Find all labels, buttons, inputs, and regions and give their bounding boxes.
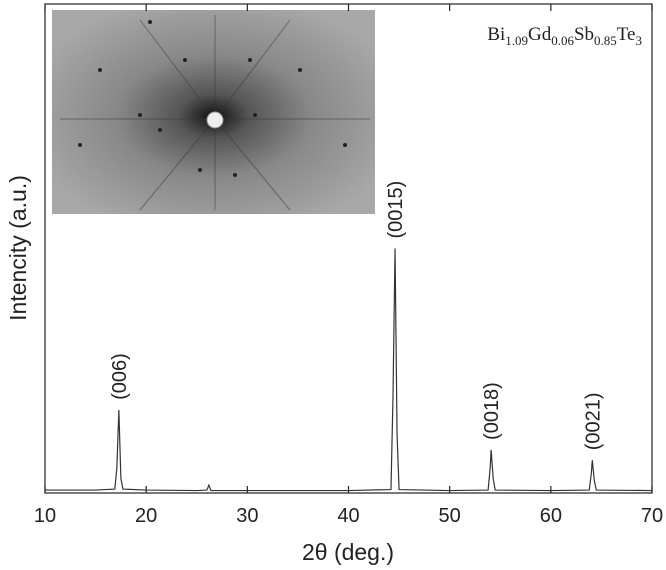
sample-element: Gd bbox=[528, 24, 552, 45]
sample-element: Bi bbox=[487, 24, 505, 45]
x-tick-label: 10 bbox=[34, 505, 56, 527]
xrd-line bbox=[45, 248, 653, 492]
y-axis-title: Intencity (a.u.) bbox=[5, 175, 31, 321]
x-tick-label: 50 bbox=[439, 505, 461, 527]
x-tick-label: 20 bbox=[135, 505, 157, 527]
peak-label: (0021) bbox=[582, 392, 604, 450]
x-tick-label: 40 bbox=[337, 505, 359, 527]
x-tick-label: 60 bbox=[540, 505, 562, 527]
laue-inset bbox=[52, 10, 375, 214]
sample-subscript: 3 bbox=[636, 33, 643, 48]
peak-label: (0018) bbox=[481, 382, 503, 440]
x-axis-title: 2θ (deg.) bbox=[302, 539, 394, 565]
sample-subscript: 0.85 bbox=[594, 33, 617, 48]
sample-subscript: 0.06 bbox=[551, 33, 574, 48]
sample-subscript: 1.09 bbox=[505, 33, 528, 48]
peak-label: (0015) bbox=[385, 181, 407, 239]
sample-element: Sb bbox=[574, 24, 594, 45]
sample-label: Bi1.09Gd0.06Sb0.85Te3 bbox=[487, 24, 642, 48]
peak-label: (006) bbox=[109, 353, 131, 400]
sample-element: Te bbox=[617, 24, 636, 45]
x-tick-label: 30 bbox=[236, 505, 258, 527]
x-tick-label: 70 bbox=[641, 505, 663, 527]
